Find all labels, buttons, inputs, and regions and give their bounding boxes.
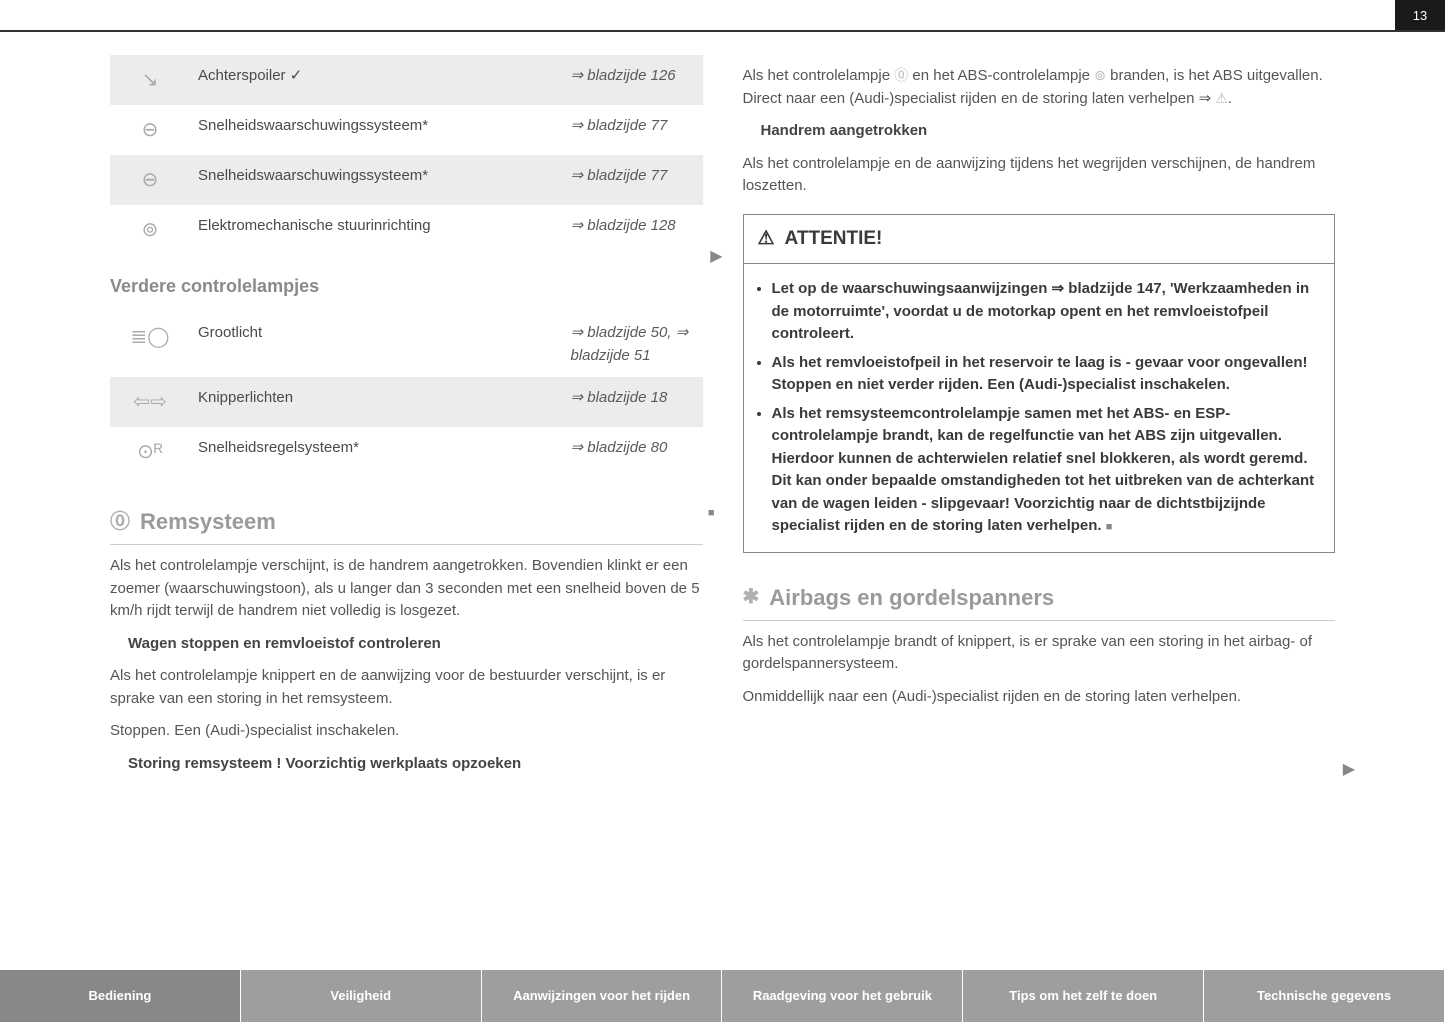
indicator-table-2: ≣◯Grootlicht⇒ bladzijde 50, ⇒ bladzijde … [110, 312, 703, 477]
page-ref: ⇒ bladzijde 50, ⇒ bladzijde 51 [563, 312, 703, 377]
tab-bediening[interactable]: Bediening [0, 970, 241, 1022]
rear-spoiler-icon: ↘ [110, 55, 190, 105]
tab-label: Veiligheid [330, 988, 391, 1004]
speed-warning-icon: ⊖ [110, 105, 190, 155]
bold-text: Wagen stoppen en remvloeistof controlere… [128, 633, 703, 656]
bold-text: Storing remsysteem ! Voorzichtig werkpla… [128, 753, 703, 776]
indicator-table-1: ↘Achterspoiler ✓⇒ bladzijde 126 ⊖Snelhei… [110, 55, 703, 255]
footer-tabs: Bediening Veiligheid Aanwijzingen voor h… [0, 970, 1445, 1022]
brake-icon: ⓪ [110, 507, 130, 537]
warning-triangle-icon: ⚠ [1215, 90, 1228, 106]
section-heading-brake: ⓪ Remsysteem [110, 505, 703, 545]
airbag-icon: ✱ [743, 582, 760, 612]
attention-title: ATTENTIE! [785, 225, 883, 254]
tab-label: Tips om het zelf te doen [1009, 988, 1157, 1004]
left-column: ↘Achterspoiler ✓⇒ bladzijde 126 ⊖Snelhei… [110, 55, 703, 942]
tab-veiligheid[interactable]: Veiligheid [241, 970, 482, 1022]
attention-body: Let op de waarschuwingsaanwijzingen ⇒ bl… [744, 264, 1335, 552]
tab-label: Aanwijzingen voor het rijden [513, 988, 690, 1004]
tab-label: Technische gegevens [1257, 988, 1391, 1004]
table-cell: Grootlicht [190, 312, 563, 377]
steering-icon: ⊚ [110, 205, 190, 255]
body-text: Als het controlelampje en de aanwijzing … [743, 153, 1336, 198]
content: ↘Achterspoiler ✓⇒ bladzijde 126 ⊖Snelhei… [110, 55, 1335, 942]
page-ref: ⇒ bladzijde 128 [563, 205, 703, 255]
continuation-marker: ▶ [1343, 758, 1355, 782]
body-text: Als het controlelampje knippert en de aa… [110, 665, 703, 710]
body-text: Onmiddellijk naar een (Audi-)specialist … [743, 686, 1336, 709]
page-ref: ⇒ bladzijde 77 [563, 105, 703, 155]
list-item: Als het remvloeistofpeil in het reservoi… [772, 352, 1321, 397]
attention-box: ⚠ ATTENTIE! Let op de waarschuwingsaanwi… [743, 214, 1336, 553]
tab-technische[interactable]: Technische gegevens [1204, 970, 1445, 1022]
table-cell: Elektromechanische stuurinrichting [190, 205, 563, 255]
page-ref: ⇒ bladzijde 18 [563, 377, 703, 427]
body-text: Als het controlelampje ⓪ en het ABS-cont… [743, 65, 1336, 110]
tab-label: Raadgeving voor het gebruik [753, 988, 932, 1004]
text-fragment: Als het controlelampje [743, 67, 895, 84]
section-heading-airbag: ✱ Airbags en gordelspanners [743, 581, 1336, 621]
text-fragment: Als het remsysteemcontrolelampje samen m… [772, 405, 1315, 535]
section-title: Airbags en gordelspanners [769, 581, 1054, 614]
end-marker: ■ [1106, 521, 1113, 533]
speed-warning-icon: ⊖ [110, 155, 190, 205]
tab-label: Bediening [88, 988, 151, 1004]
tab-tips[interactable]: Tips om het zelf te doen [963, 970, 1204, 1022]
subheading: Verdere controlelampjes [110, 273, 703, 300]
continuation-marker: ▶ [710, 245, 722, 269]
list-item: Als het remsysteemcontrolelampje samen m… [772, 403, 1321, 538]
tab-raadgeving[interactable]: Raadgeving voor het gebruik [722, 970, 963, 1022]
bold-text: Handrem aangetrokken [761, 120, 1336, 143]
list-item: Let op de waarschuwingsaanwijzingen ⇒ bl… [772, 278, 1321, 346]
warning-lamp-icon: ⓪ [894, 67, 908, 83]
page-ref: ⇒ bladzijde 126 [563, 55, 703, 105]
high-beam-icon: ≣◯ [110, 312, 190, 377]
body-text: Als het controlelampje brandt of knipper… [743, 631, 1336, 676]
table-cell: Knipperlichten [190, 377, 563, 427]
table-cell: Snelheidswaarschuwingssysteem* [190, 155, 563, 205]
top-rule [0, 30, 1445, 32]
page-number: 13 [1395, 0, 1445, 30]
table-cell: Snelheidswaarschuwingssysteem* [190, 105, 563, 155]
body-text: Stoppen. Een (Audi-)specialist inschakel… [110, 720, 703, 743]
table-cell: Achterspoiler ✓ [190, 55, 563, 105]
text-fragment: en het ABS-controlelampje [908, 67, 1094, 84]
attention-header: ⚠ ATTENTIE! [744, 215, 1335, 265]
table-cell: Snelheidsregelsysteem* [190, 427, 563, 477]
end-marker: ■ [708, 505, 715, 522]
abs-lamp-icon: ⊚ [1094, 67, 1106, 83]
turn-signal-icon: ⇦⇨ [110, 377, 190, 427]
warning-triangle-icon: ⚠ [758, 225, 775, 254]
page-ref: ⇒ bladzijde 77 [563, 155, 703, 205]
section-title: Remsysteem [140, 505, 276, 538]
right-column: Als het controlelampje ⓪ en het ABS-cont… [743, 55, 1336, 942]
page-ref: ⇒ bladzijde 80 [563, 427, 703, 477]
tab-aanwijzingen[interactable]: Aanwijzingen voor het rijden [482, 970, 723, 1022]
body-text: Als het controlelampje verschijnt, is de… [110, 555, 703, 623]
cruise-control-icon: ⊙ᴿ [110, 427, 190, 477]
